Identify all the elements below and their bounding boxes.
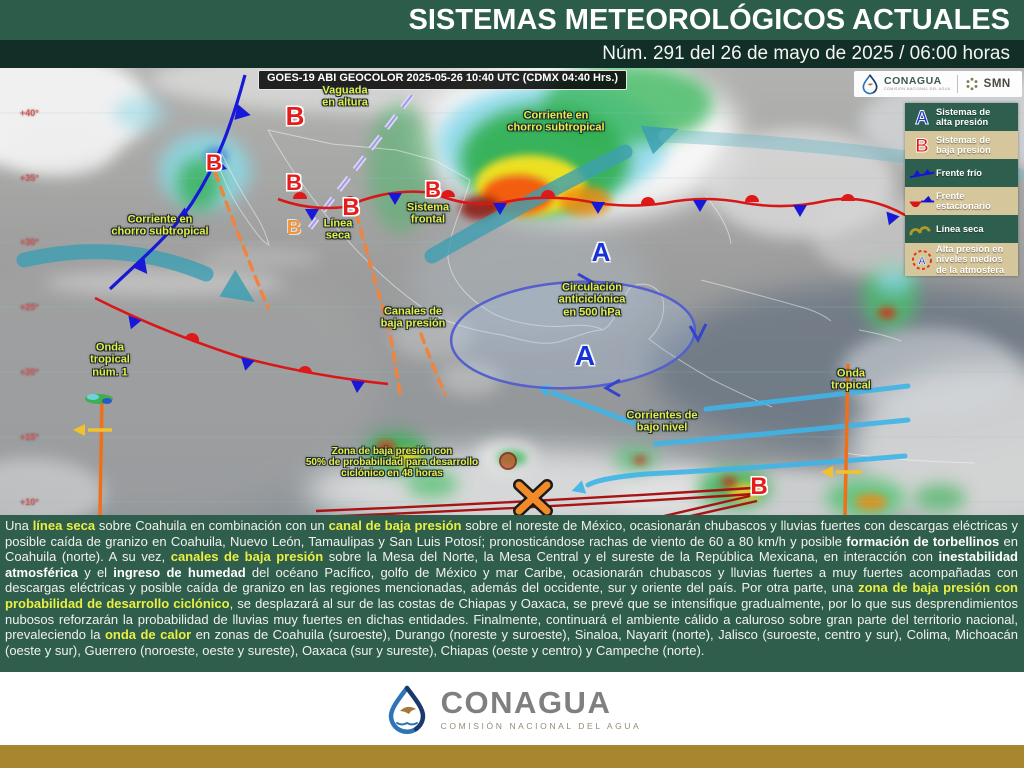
legend-label: Frente frío: [936, 167, 982, 178]
legend-label: Frente estacionario: [936, 190, 991, 211]
forecast-paragraph: Una línea seca sobre Coahuila en combina…: [5, 518, 1018, 658]
low-pressure-icon: B: [908, 135, 936, 155]
satellite-map: GOES-19 ABI GEOCOLOR 2025-05-26 10:40 UT…: [0, 68, 1024, 515]
jet-stream-arrow-left: [16, 244, 255, 303]
logo-divider: [956, 75, 958, 93]
agency-logo-bar: CONAGUA COMISIÓN NACIONAL DEL AGUA SMN: [854, 71, 1022, 97]
satellite-caption: GOES-19 ABI GEOCOLOR 2025-05-26 10:40 UT…: [258, 70, 628, 90]
forecast-segment: del océano Pacífico, golfo de México y m…: [5, 564, 1018, 596]
forecast-segment: canal de baja presión: [328, 518, 462, 533]
cold-front-line: [108, 74, 251, 291]
forecast-text-block: Una línea seca sobre Coahuila en combina…: [0, 515, 1024, 672]
cyclone-probability-x: [513, 479, 553, 515]
forecast-segment: en zonas de Coahuila (suroeste), Durango…: [5, 627, 1018, 658]
cloud-field: [0, 68, 1024, 515]
legend-item-cold-front: Frente frío: [905, 159, 1018, 187]
forecast-segment: canales de baja presión: [170, 549, 324, 565]
forecast-segment: sobre la Mesa del Norte, la Mesa Central…: [323, 549, 939, 565]
forecast-segment: sobre el noreste de México, ocasionarán …: [5, 518, 1019, 549]
page-title: SISTEMAS METEOROLÓGICOS ACTUALES: [408, 3, 1010, 36]
legend-item-low-pressure: B Sistemas de baja presión: [905, 131, 1018, 159]
upper-trough-line: [307, 93, 415, 230]
legend-label: Línea seca: [936, 223, 984, 234]
gold-bottom-bar: [0, 745, 1024, 768]
forecast-segment: formación de torbellinos: [846, 533, 1000, 549]
high-pressure-icon: A: [908, 107, 936, 127]
legend-item-stationary-front: Frente estacionario: [905, 187, 1018, 215]
conagua-drop-icon: [862, 74, 878, 95]
forecast-segment: ingreso de humedad: [113, 564, 246, 580]
conagua-wordmark: CONAGUA: [884, 75, 942, 88]
satellite-graphics: [0, 68, 1024, 515]
legend-item-mid-level-high: A Alta presión en niveles medios de la at…: [905, 243, 1018, 277]
map-legend: A Sistemas de alta presión B Sistemas de ba…: [905, 103, 1018, 277]
forecast-segment: línea seca: [32, 518, 96, 533]
conagua-footer-drop-icon: [388, 685, 425, 734]
svg-text:A: A: [915, 108, 929, 127]
latitude-label: +40°: [20, 108, 39, 118]
forecast-segment: y el: [77, 564, 114, 580]
tropical-wave-lines: [73, 363, 862, 515]
conagua-wordmark-sub: COMISIÓN NACIONAL DEL AGUA: [884, 86, 951, 91]
cold-front-icon: [908, 166, 936, 181]
legend-item-high-pressure: A Sistemas de alta presión: [905, 103, 1018, 131]
legend-item-dry-line: Línea seca: [905, 215, 1018, 243]
graticule: [0, 112, 1024, 503]
conagua-footer-logo: CONAGUA COMISIÓN NACIONAL DEL AGUA: [383, 683, 642, 735]
dry-line-icon: [908, 222, 936, 237]
forecast-segment: en Coahuila (norte). A su vez,: [5, 533, 1018, 565]
header-bar: SISTEMAS METEOROLÓGICOS ACTUALES: [0, 0, 1024, 40]
stationary-front-icon: [908, 194, 936, 209]
svg-text:A: A: [918, 255, 926, 267]
lower-front-line: [94, 296, 389, 393]
subheader-bar: Núm. 291 del 26 de mayo de 2025 / 06:00 …: [0, 40, 1024, 68]
forecast-segment: , se desplazará al sur de las costas de …: [5, 595, 1018, 643]
latitude-label: +10°: [20, 497, 39, 507]
smn-wordmark: SMN: [983, 78, 1011, 90]
legend-label: Sistemas de baja presión: [936, 134, 991, 155]
latitude-label: +20°: [20, 367, 39, 377]
bulletin-number: Núm. 291 del 26 de mayo de 2025 / 06:00 …: [602, 43, 1010, 64]
anticyclone-ellipse: [449, 272, 708, 398]
mid-level-high-icon: A: [908, 249, 936, 271]
footer-conagua-wordmark: CONAGUA: [440, 684, 612, 720]
legend-label: Sistemas de alta presión: [936, 106, 991, 127]
low-level-currents: [536, 383, 911, 494]
footer-conagua-subtitle: COMISIÓN NACIONAL DEL AGUA: [440, 720, 642, 731]
latitude-label: +25°: [20, 302, 39, 312]
smn-swirl-icon: [966, 77, 978, 91]
latitude-label: +30°: [20, 237, 39, 247]
forecast-segment: zona de baja presión con probabilidad de…: [5, 580, 1018, 611]
latitude-label: +15°: [20, 432, 39, 442]
forecast-segment: inestabilidad atmosférica: [5, 549, 1018, 580]
legend-label: Alta presión en niveles medios de la atm…: [936, 244, 1005, 275]
svg-text:B: B: [915, 136, 929, 155]
dry-line-and-channels: [213, 170, 447, 401]
forecast-segment: sobre Coahuila en combinación con un: [95, 518, 329, 533]
forecast-segment: onda de calor: [104, 627, 192, 643]
forecast-segment: Una: [5, 518, 33, 533]
latitude-label: +35°: [20, 173, 39, 183]
footer: CONAGUA COMISIÓN NACIONAL DEL AGUA: [0, 672, 1024, 745]
